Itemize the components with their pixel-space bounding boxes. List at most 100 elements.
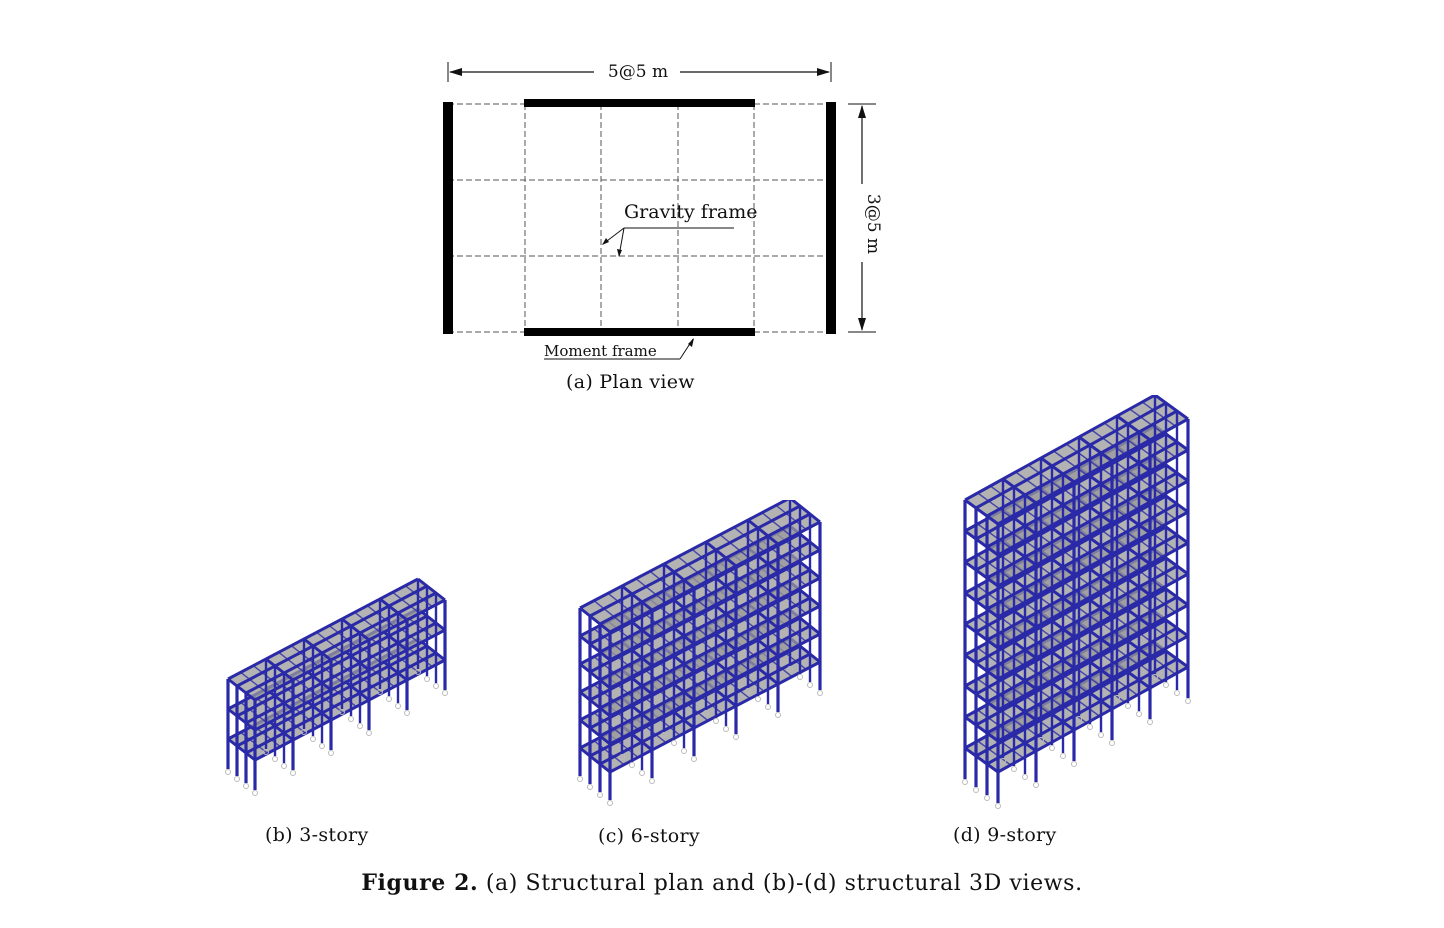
- column-support: [1060, 753, 1066, 759]
- column-support: [1076, 716, 1082, 722]
- beam: [747, 518, 779, 546]
- beam: [964, 395, 1156, 502]
- joist: [1015, 471, 1050, 497]
- beam: [997, 479, 1189, 588]
- beam: [975, 649, 1167, 758]
- beam: [997, 510, 1189, 619]
- column-support: [263, 749, 269, 755]
- beam: [964, 498, 999, 526]
- column-support: [775, 712, 781, 718]
- beam: [997, 448, 1189, 557]
- beam: [997, 634, 1189, 743]
- beam: [341, 617, 370, 642]
- beam: [986, 626, 1178, 735]
- beam: [1078, 435, 1113, 463]
- joist: [240, 671, 269, 694]
- moment-frame-label: Moment frame: [544, 342, 657, 360]
- column-support: [377, 689, 383, 695]
- joist: [977, 616, 1012, 642]
- height-dimension: 3@5 m: [848, 103, 883, 333]
- joist: [977, 492, 1012, 518]
- beam: [579, 662, 611, 690]
- column-support: [1185, 698, 1191, 704]
- beam: [579, 634, 611, 662]
- beam: [579, 746, 611, 774]
- joist: [1091, 429, 1126, 455]
- column-support: [691, 756, 697, 762]
- beam: [1002, 477, 1037, 505]
- joist: [761, 512, 793, 538]
- column-support: [404, 710, 410, 716]
- width-dimension: 5@5 m: [447, 62, 832, 82]
- column-support: [649, 778, 655, 784]
- beam: [589, 504, 801, 618]
- plan-view-caption: (a) Plan view: [566, 371, 695, 393]
- column-support: [328, 750, 334, 756]
- column-support: [243, 783, 249, 789]
- beam: [1116, 414, 1151, 442]
- beam: [975, 556, 1167, 665]
- beam: [579, 690, 611, 718]
- beam: [975, 494, 1167, 603]
- column-support: [234, 776, 240, 782]
- joist: [977, 523, 1012, 549]
- column-support: [817, 690, 823, 696]
- joist: [1129, 408, 1164, 434]
- column-support: [587, 784, 593, 790]
- beam: [663, 562, 695, 590]
- column-support: [1087, 724, 1093, 730]
- figure-caption: Figure 2. (a) Structural plan and (b)-(d…: [0, 870, 1444, 896]
- beam: [790, 500, 821, 524]
- joist: [1141, 401, 1176, 427]
- beam: [986, 502, 1178, 611]
- gravity-frame-label: Gravity frame: [624, 201, 758, 223]
- column-support: [1022, 774, 1028, 780]
- column-support: [310, 736, 316, 742]
- column-support: [639, 770, 645, 776]
- column-support: [301, 729, 307, 735]
- beam: [1040, 456, 1075, 484]
- column-support: [272, 756, 278, 762]
- view-c-caption: (c) 6-story: [598, 825, 700, 847]
- column-support: [765, 704, 771, 710]
- column-support: [962, 779, 968, 785]
- beam: [997, 603, 1189, 712]
- beam: [975, 525, 1167, 634]
- column-support: [807, 682, 813, 688]
- view-b-caption: (b) 3-story: [265, 824, 369, 846]
- beam: [579, 500, 790, 610]
- joist: [977, 585, 1012, 611]
- column-support: [433, 683, 439, 689]
- beam: [997, 572, 1189, 681]
- column-support: [723, 726, 729, 732]
- column-support: [661, 732, 667, 738]
- plan-view-drawing: 5@5 m 3@5 m Gravity frame: [443, 62, 883, 360]
- beam: [964, 560, 999, 588]
- moment-frame-callout: Moment frame: [544, 338, 694, 360]
- beam: [379, 597, 408, 622]
- beam: [964, 684, 999, 712]
- column-support: [1011, 766, 1017, 772]
- column-support: [386, 696, 392, 702]
- joist: [1053, 450, 1088, 476]
- column-support: [1038, 737, 1044, 743]
- column-support: [681, 748, 687, 754]
- column-support: [348, 716, 354, 722]
- gravity-frame-callout: Gravity frame: [602, 201, 758, 257]
- column-support: [1147, 719, 1153, 725]
- column-support: [973, 787, 979, 793]
- beam: [227, 677, 256, 702]
- beam: [964, 591, 999, 619]
- column-support: [252, 790, 258, 796]
- column-support: [1136, 711, 1142, 717]
- joist: [977, 554, 1012, 580]
- beam: [265, 657, 294, 682]
- column-support: [415, 669, 421, 675]
- column-support: [366, 730, 372, 736]
- beam: [986, 657, 1178, 766]
- figure-caption-text: (a) Structural plan and (b)-(d) structur…: [478, 871, 1083, 896]
- beam: [997, 541, 1189, 650]
- beam: [303, 637, 332, 662]
- beam: [975, 432, 1167, 541]
- beam: [975, 587, 1167, 696]
